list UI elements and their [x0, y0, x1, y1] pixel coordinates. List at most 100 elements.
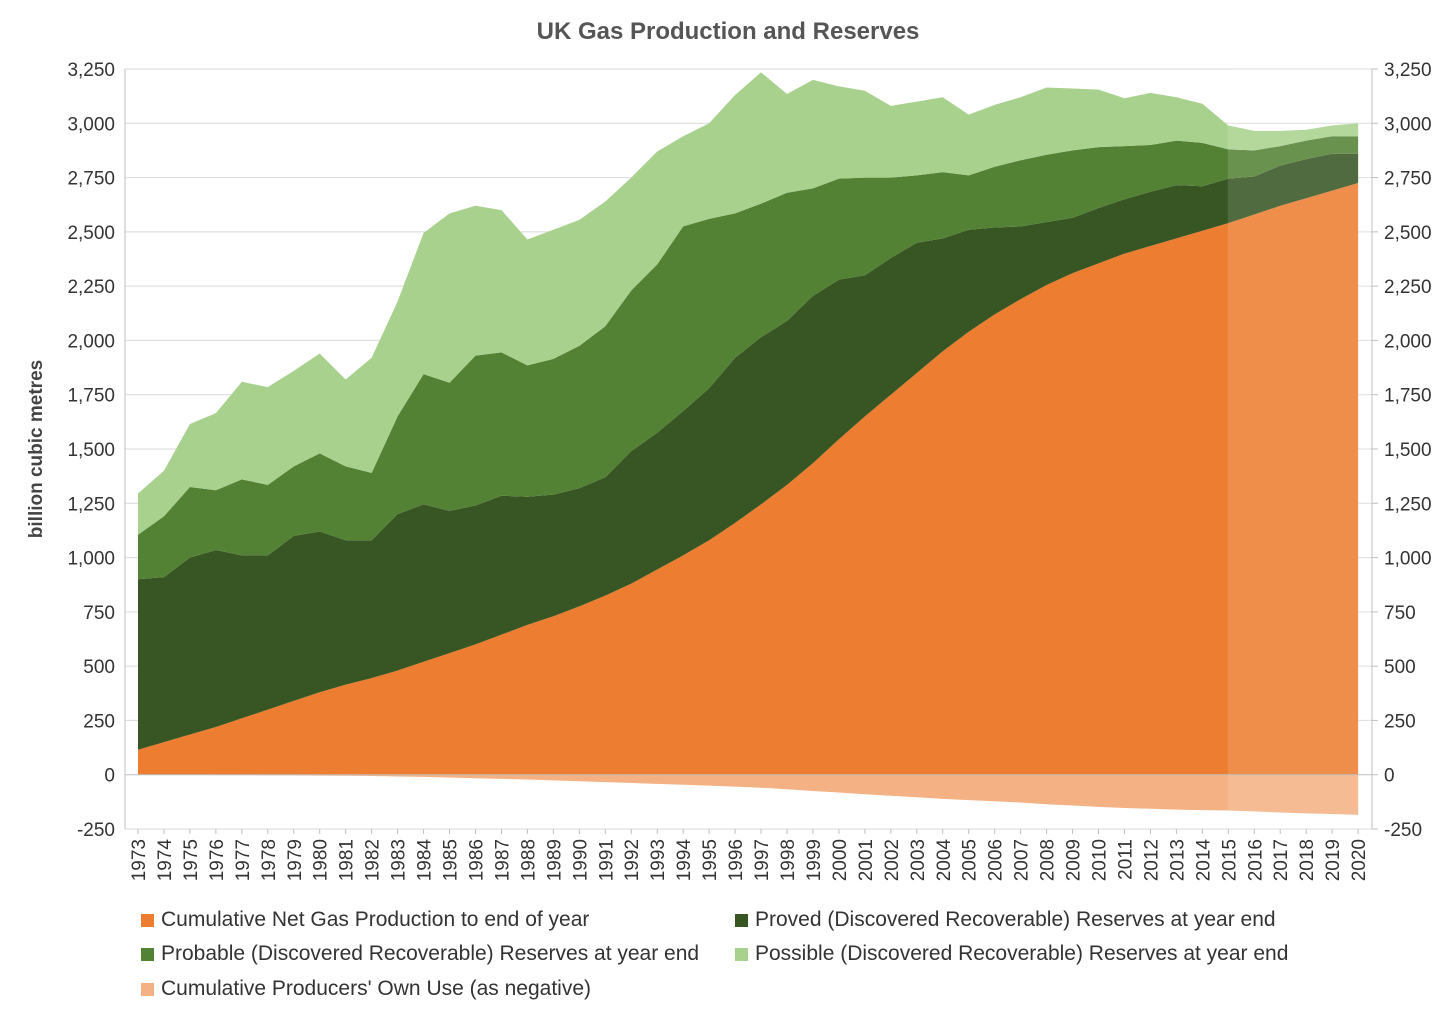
y-tick-right-500: 500: [1384, 657, 1416, 678]
x-tick-2002: 2002: [882, 839, 903, 881]
x-tick-1980: 1980: [311, 839, 332, 881]
y-tick-right-3,000: 3,000: [1384, 114, 1432, 135]
legend-item-probable: Probable (Discovered Recoverable) Reserv…: [141, 942, 699, 966]
legend-swatch-production: [141, 913, 154, 927]
x-tick-1990: 1990: [570, 839, 591, 881]
y-tick-left-1,250: 1,250: [67, 494, 115, 515]
x-tick-2015: 2015: [1219, 839, 1240, 881]
y-axis-right-ticks: -250 0 250 500 750 1,000 1,250 1,500 1,750 2,000 2…: [1372, 60, 1432, 841]
x-tick-1991: 1991: [596, 839, 617, 881]
y-tick-left-0: 0: [104, 766, 115, 787]
y-axis-left-ticks: -250 0 250 500 750 1,000 1,250 1,500 1,750 2,000 2…: [67, 60, 115, 841]
x-tick-1983: 1983: [389, 839, 410, 881]
legend-item-own-use: Cumulative Producers' Own Use (as negati…: [141, 977, 591, 1001]
y-tick-right-1,250: 1,250: [1384, 494, 1432, 515]
y-tick-left-3,000: 3,000: [67, 114, 115, 135]
y-tick-left--250: -250: [77, 820, 115, 841]
x-tick-2011: 2011: [1115, 839, 1136, 880]
legend-swatch-probable: [141, 947, 154, 961]
chart-title: UK Gas Production and Reserves: [537, 18, 920, 45]
x-tick-1976: 1976: [207, 839, 228, 881]
x-tick-2020: 2020: [1349, 839, 1370, 881]
x-tick-2014: 2014: [1193, 839, 1214, 882]
y-tick-right-1,500: 1,500: [1384, 440, 1432, 461]
area-series-2: [138, 136, 1359, 580]
y-tick-left-2,750: 2,750: [67, 169, 115, 190]
x-tick-1979: 1979: [285, 839, 306, 881]
x-tick-1988: 1988: [518, 839, 539, 881]
x-tick-1984: 1984: [415, 839, 436, 882]
forecast-highlight: [1227, 69, 1372, 829]
y-tick-right-2,500: 2,500: [1384, 223, 1432, 244]
x-tick-2007: 2007: [1012, 839, 1033, 881]
x-tick-1992: 1992: [622, 839, 643, 881]
x-tick-2005: 2005: [960, 839, 981, 881]
legend-swatch-possible: [735, 947, 748, 961]
plot-areas: [138, 72, 1359, 815]
legend-label-probable: Probable (Discovered Recoverable) Reserv…: [161, 942, 700, 965]
legend-swatch-proved: [735, 913, 748, 927]
y-axis-label: billion cubic metres: [26, 360, 47, 538]
y-tick-left-2,500: 2,500: [67, 223, 115, 244]
y-tick-left-1,750: 1,750: [67, 386, 115, 407]
legend-swatch-own-use: [141, 982, 154, 996]
y-tick-right-1,000: 1,000: [1384, 549, 1432, 570]
area-series-4: [138, 774, 1359, 815]
y-tick-right-2,750: 2,750: [1384, 169, 1432, 190]
x-tick-1996: 1996: [726, 839, 747, 881]
chart-svg: UK Gas Production and Reserves billion c…: [26, 18, 1432, 881]
y-tick-right-0: 0: [1384, 766, 1395, 787]
y-tick-right-3,250: 3,250: [1384, 60, 1432, 81]
x-tick-1997: 1997: [752, 839, 773, 881]
area-series-1: [138, 153, 1359, 750]
x-tick-1993: 1993: [648, 839, 669, 881]
y-tick-right-250: 250: [1384, 711, 1416, 732]
x-tick-2017: 2017: [1271, 839, 1292, 881]
x-tick-2004: 2004: [934, 839, 955, 882]
x-tick-1973: 1973: [129, 839, 150, 881]
y-tick-right-2,250: 2,250: [1384, 277, 1432, 298]
x-tick-1982: 1982: [363, 839, 384, 881]
x-tick-2006: 2006: [986, 839, 1007, 881]
x-tick-2012: 2012: [1141, 839, 1162, 881]
x-axis-ticks: 1973 1974 1975 1976 1977 1978 1979 1980 1981 1982…: [129, 829, 1370, 881]
y-tick-left-1,500: 1,500: [67, 440, 115, 461]
legend-label-possible: Possible (Discovered Recoverable) Reserv…: [755, 942, 1289, 965]
x-tick-2013: 2013: [1167, 839, 1188, 881]
legend-item-proved: Proved (Discovered Recoverable) Reserves…: [735, 908, 1276, 932]
legend: Cumulative Net Gas Production to end of …: [0, 900, 1456, 1020]
y-tick-right-1,750: 1,750: [1384, 386, 1432, 407]
y-tick-left-1,000: 1,000: [67, 549, 115, 570]
x-tick-1975: 1975: [181, 839, 202, 881]
x-tick-2003: 2003: [908, 839, 929, 881]
y-tick-left-3,250: 3,250: [67, 60, 115, 81]
legend-label-own-use: Cumulative Producers' Own Use (as negati…: [161, 977, 592, 1000]
x-tick-2000: 2000: [830, 839, 851, 881]
x-tick-2010: 2010: [1090, 839, 1111, 881]
x-tick-2008: 2008: [1038, 839, 1059, 881]
y-tick-right-2,000: 2,000: [1384, 331, 1432, 352]
y-tick-left-250: 250: [83, 711, 115, 732]
x-tick-2016: 2016: [1245, 839, 1266, 881]
legend-item-production: Cumulative Net Gas Production to end of …: [141, 908, 589, 932]
x-tick-1977: 1977: [233, 839, 254, 881]
x-tick-2009: 2009: [1064, 839, 1085, 881]
y-tick-left-2,000: 2,000: [67, 331, 115, 352]
legend-label-production: Cumulative Net Gas Production to end of …: [161, 908, 590, 931]
area-series-3: [138, 72, 1359, 535]
x-tick-1974: 1974: [155, 839, 176, 882]
x-tick-1989: 1989: [544, 839, 565, 881]
x-tick-1985: 1985: [441, 839, 462, 881]
x-tick-1981: 1981: [337, 839, 358, 881]
x-tick-1986: 1986: [466, 839, 487, 881]
x-tick-1999: 1999: [804, 839, 825, 881]
x-tick-2018: 2018: [1297, 839, 1318, 881]
y-tick-left-500: 500: [83, 657, 115, 678]
area-series-0: [138, 183, 1359, 775]
y-tick-left-750: 750: [83, 603, 115, 624]
x-tick-1994: 1994: [674, 839, 695, 882]
x-tick-1998: 1998: [778, 839, 799, 881]
x-tick-1995: 1995: [700, 839, 721, 881]
x-tick-1978: 1978: [259, 839, 280, 881]
